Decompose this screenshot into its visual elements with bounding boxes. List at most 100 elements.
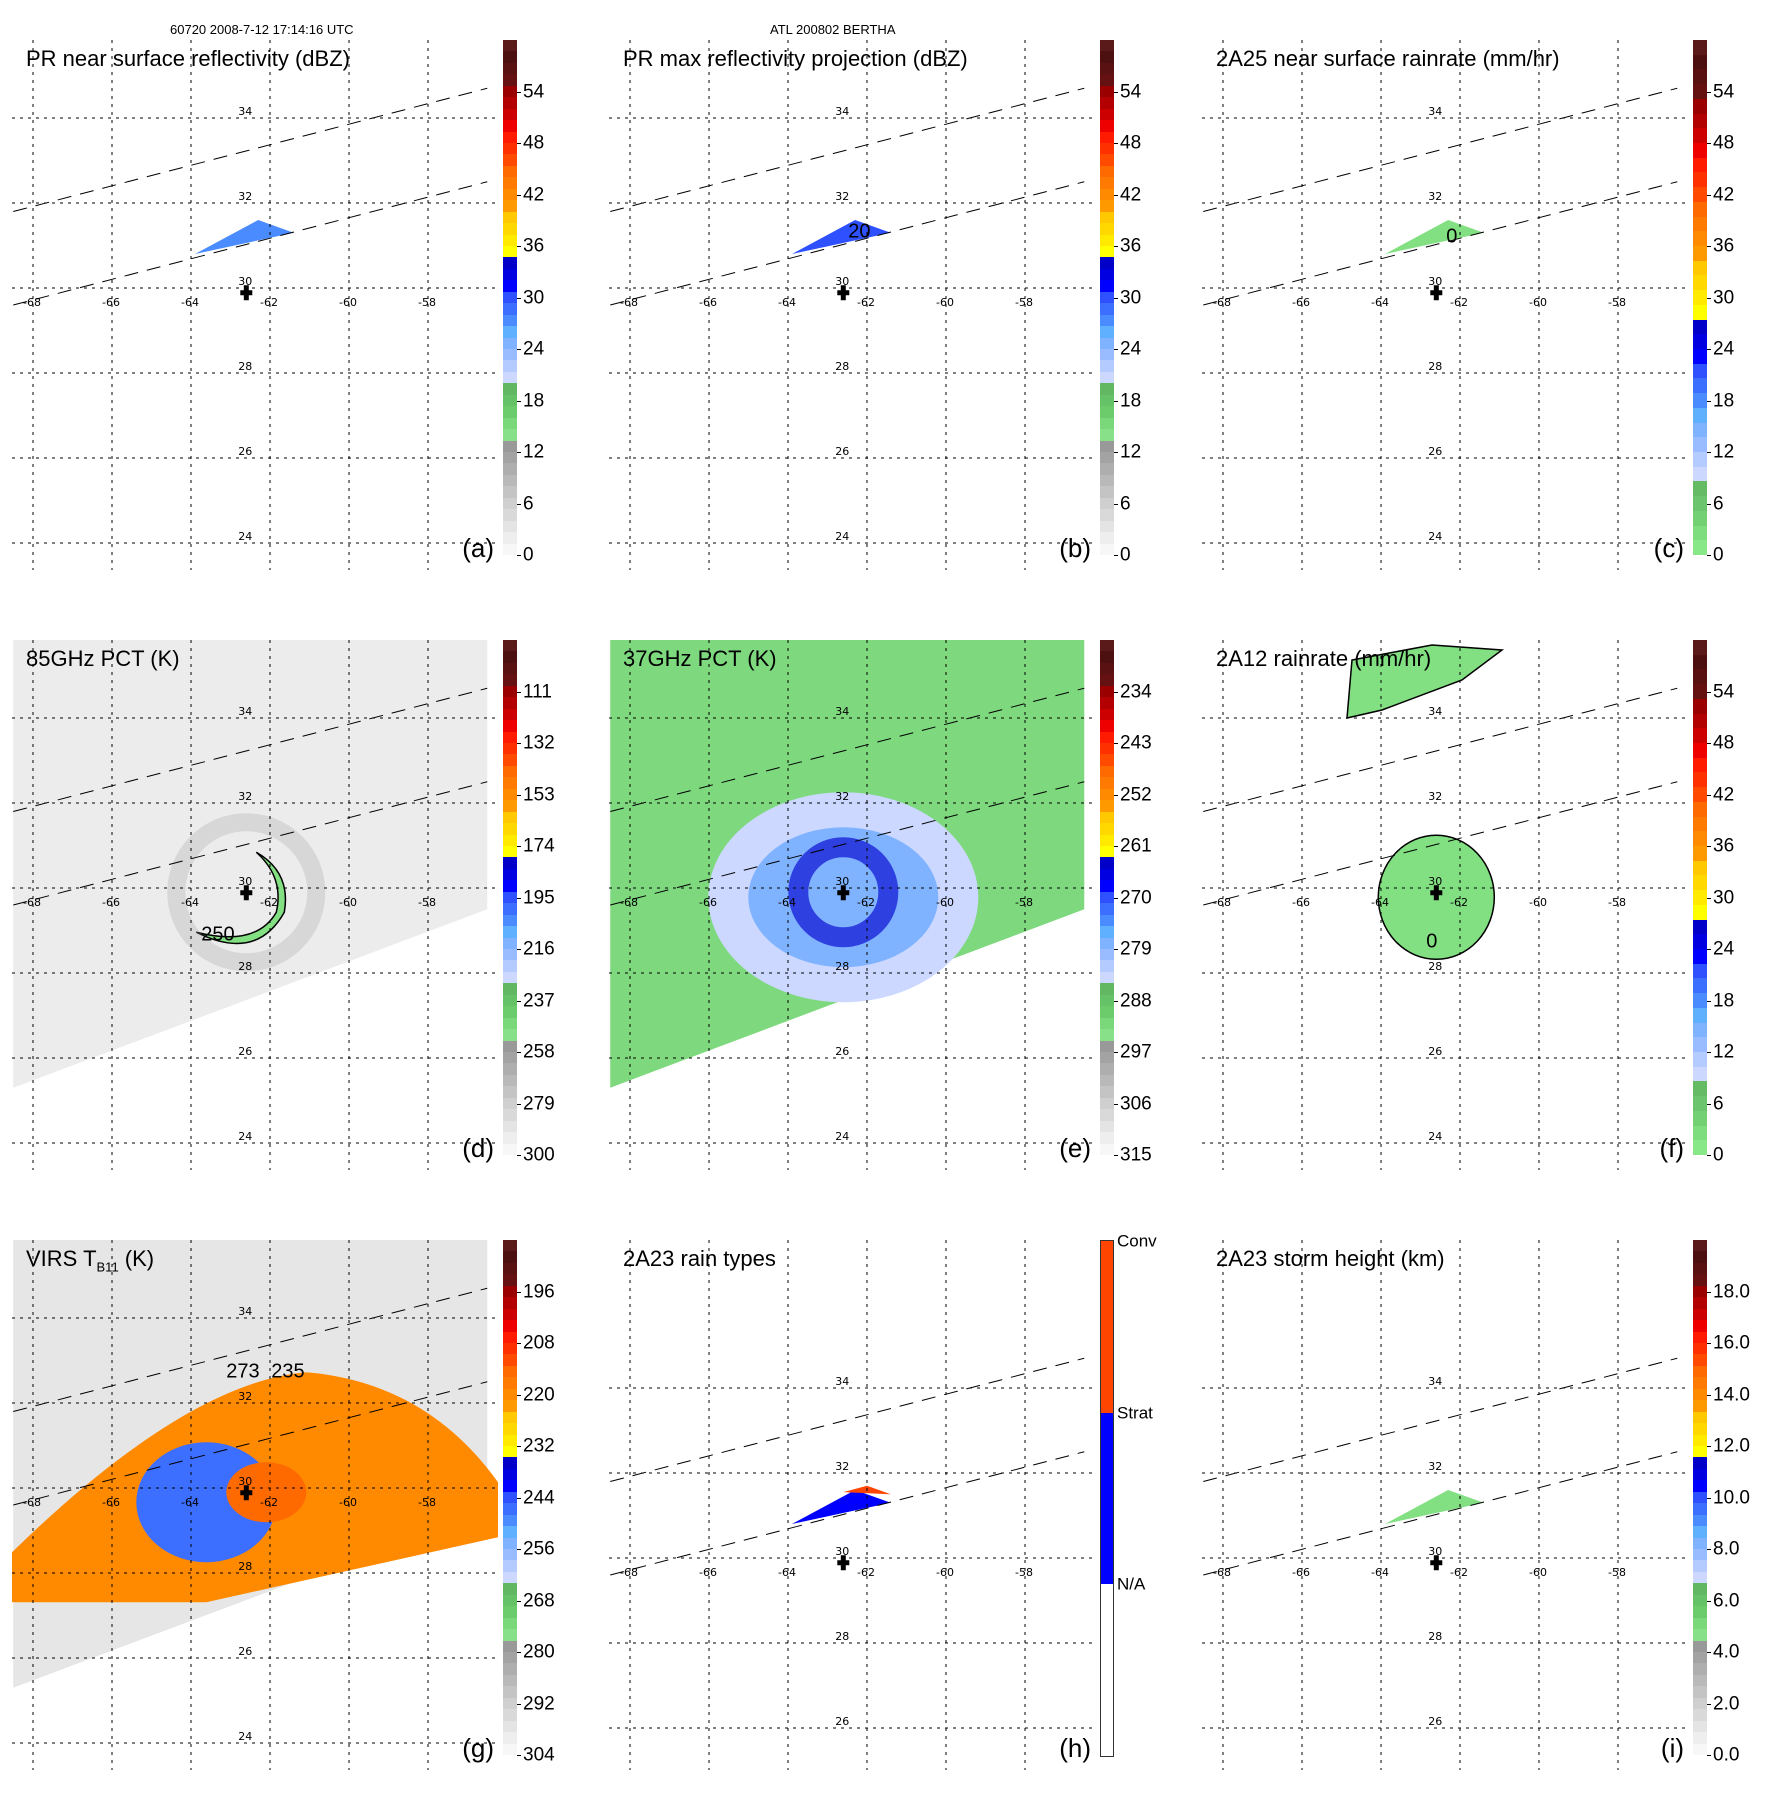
colorbar-segment <box>503 857 517 870</box>
colorbar-tick-label: 54 <box>523 81 545 103</box>
colorbar-segment <box>1693 1354 1707 1367</box>
colorbar-segment <box>503 349 517 361</box>
colorbar-segment <box>1693 1468 1707 1481</box>
colorbar-segment <box>1693 260 1707 276</box>
colorbar-tickmark <box>1707 1052 1711 1054</box>
colorbar-segment <box>1100 811 1114 824</box>
colorbar-segment <box>1693 1343 1707 1355</box>
lon-label: -68 <box>1213 296 1231 309</box>
colorbar-segment <box>503 662 517 675</box>
lat-label: 34 <box>238 1305 252 1318</box>
colorbar-tick-label: 315 <box>1120 1144 1152 1166</box>
contour-label: 0 <box>1446 225 1457 247</box>
lon-label: -60 <box>339 1496 357 1509</box>
swath-edge <box>13 87 488 212</box>
panel-g: VIRS TB11 (K) 34 32 30 28 26 24 -68 -66 -64 -62 -60… <box>0 1240 590 1820</box>
map-canvas: 34 32 30 28 26 24 -68 -66 -64 -62 -60 -58 20 <box>609 40 1095 570</box>
panel-title-text: 85GHz PCT (K) <box>26 646 180 671</box>
colorbar-segment <box>503 154 517 167</box>
panel-f: 2A12 rainrate (mm/hr) 34 32 30 28 26 24 -68 -66 -… <box>1190 640 1771 1220</box>
panel-h: 2A23 rain types343230282624-68-66-64-62-… <box>597 1232 1187 1820</box>
colorbar-tick-label: 42 <box>523 184 545 206</box>
swath-edge <box>1203 687 1678 812</box>
colorbar-tick-label: 36 <box>1713 235 1735 257</box>
colorbar-segment <box>503 520 517 533</box>
lat-label: 30 <box>238 875 252 888</box>
lon-label: -60 <box>936 896 954 909</box>
swath-edge <box>13 1381 488 1506</box>
colorbar-segment <box>1101 1241 1113 1413</box>
colorbar-tick-label: 36 <box>1713 835 1735 857</box>
colorbar-segment <box>503 120 517 133</box>
lon-label: -60 <box>1529 896 1547 909</box>
colorbar-segment <box>503 268 517 281</box>
colorbar-segment <box>1693 216 1707 232</box>
colorbar-segment <box>1693 1686 1707 1699</box>
swath-background <box>13 640 488 1088</box>
colorbar: 196 208 220 232 244 256 268 280 292 304 <box>503 1240 555 1765</box>
lat-label: 28 <box>238 960 252 973</box>
colorbar-segment <box>503 674 517 687</box>
colorbar-tickmark <box>517 452 521 454</box>
colorbar-tickmark <box>517 555 521 556</box>
colorbar-segment <box>1100 731 1114 744</box>
colorbar-segment <box>1100 983 1114 996</box>
colorbar-segment <box>503 1285 517 1298</box>
colorbar-segment <box>1693 1007 1707 1024</box>
colorbar-tick-label: 216 <box>523 938 555 960</box>
lon-label: -60 <box>1529 1566 1547 1579</box>
colorbar-segment <box>1100 685 1114 698</box>
colorbar-segment <box>503 1365 517 1378</box>
lon-label: -66 <box>1292 896 1310 909</box>
colorbar-segment <box>1693 713 1707 729</box>
colorbar-segment <box>503 1052 517 1064</box>
lat-label: 32 <box>835 1460 849 1473</box>
lon-label: -66 <box>102 896 120 909</box>
colorbar-tick-label: 48 <box>523 132 545 154</box>
colorbar-tick-label: 18 <box>1120 390 1142 412</box>
colorbar-segment <box>1100 1063 1114 1076</box>
lat-label: 26 <box>1428 1715 1442 1728</box>
colorbar-segment <box>503 949 517 961</box>
colorbar-segment <box>1100 463 1114 476</box>
colorbar-segment <box>503 497 517 510</box>
colorbar-segment <box>1693 393 1707 409</box>
colorbar-tick-label: 232 <box>523 1435 555 1457</box>
lon-label: -68 <box>23 896 41 909</box>
colorbar-tickmark <box>517 846 521 848</box>
colorbar: 54 48 42 36 30 24 18 12 6 0 <box>503 40 544 565</box>
colorbar-tickmark <box>1707 1703 1711 1705</box>
colorbar-tick-label: 54 <box>1120 81 1142 103</box>
colorbar-tickmark <box>1707 1103 1711 1105</box>
colorbar: 54 48 42 36 30 24 18 12 6 0 <box>1693 640 1734 1165</box>
colorbar-tick-label: 6 <box>523 493 534 515</box>
colorbar-segment <box>1100 1029 1114 1042</box>
swath-edge <box>13 687 488 812</box>
lon-label: -68 <box>1213 896 1231 909</box>
colorbar-tick-label: 42 <box>1713 784 1735 806</box>
lat-label: 34 <box>1428 105 1442 118</box>
colorbar-segment <box>1100 971 1114 984</box>
lat-label: 26 <box>1428 445 1442 458</box>
map-b: 34 32 30 28 26 24 -68 -66 -64 -62 -60 -58 20 <box>609 40 1095 570</box>
colorbar-segment <box>1693 1066 1707 1082</box>
lon-label: -58 <box>418 296 436 309</box>
colorbar-tick-label: 297 <box>1120 1041 1152 1063</box>
colorbar-segment <box>1693 1308 1707 1321</box>
colorbar-tickmark <box>517 1103 521 1105</box>
colorbar-tickmark <box>1707 1394 1711 1396</box>
colorbar-segment <box>1693 1743 1707 1756</box>
colorbar-segment <box>1693 1583 1707 1596</box>
colorbar-segment <box>1693 481 1707 497</box>
colorbar-segment <box>503 51 517 64</box>
colorbar-tickmark <box>1114 949 1118 951</box>
colorbar-segment <box>1100 914 1114 927</box>
colorbar-tickmark <box>1707 1446 1711 1448</box>
colorbar-tickmark <box>1707 1155 1711 1156</box>
colorbar-segment <box>503 543 517 556</box>
colorbar-segment <box>1693 1446 1707 1458</box>
colorbar-tickmark <box>1707 1755 1711 1756</box>
panel-title-text: PR max reflectivity projection (dBZ) <box>623 46 968 71</box>
colorbar-segment <box>1693 1663 1707 1676</box>
